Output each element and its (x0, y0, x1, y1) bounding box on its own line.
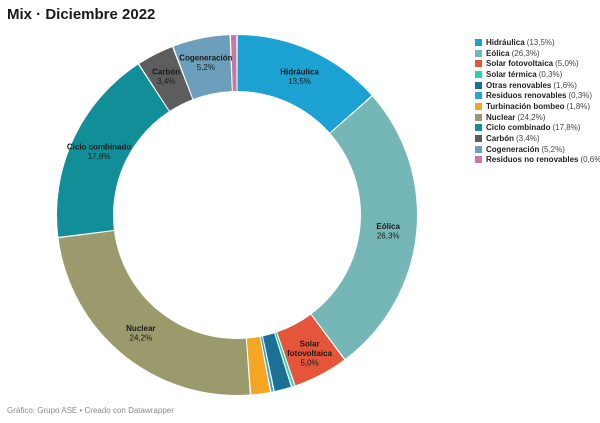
slice-6 (246, 336, 271, 395)
legend-label: Eólica (486, 48, 510, 58)
legend-swatch (475, 49, 482, 57)
legend-label: Solar térmica (486, 69, 537, 79)
slice-3 (275, 332, 295, 387)
legend-label: Residuos renovables (486, 91, 567, 101)
legend-swatch (475, 38, 482, 46)
credit-footer: Gráfico: Grupo ASE • Creado con Datawrap… (7, 406, 174, 415)
slice-label-1: Eólica 26,3% (376, 222, 400, 241)
legend-swatch (475, 124, 482, 132)
legend-label: Turbinación bombeo (486, 101, 565, 111)
legend-item-5: Residuos renovables (0,3%) (475, 90, 600, 101)
slice-7 (58, 231, 250, 395)
legend-swatch (475, 135, 482, 143)
slice-label-2: Solar fotovoltaica 5,0% (287, 340, 332, 368)
legend-swatch (475, 156, 482, 164)
legend-label: Nuclear (486, 112, 516, 122)
legend-item-6: Turbinación bombeo (1,8%) (475, 101, 600, 112)
legend-item-1: Eólica (26,3%) (475, 48, 600, 59)
legend-swatch (475, 145, 482, 153)
legend-swatch (475, 92, 482, 100)
slice-8 (57, 64, 169, 237)
legend-label: Ciclo combinado (486, 123, 551, 133)
legend-swatch (475, 70, 482, 78)
slice-label-9: Carbón 3,4% (152, 67, 180, 86)
legend-value: (3,4%) (516, 134, 540, 144)
legend-value: (26,3%) (511, 48, 540, 58)
slice-label-10: Cogeneración 5,2% (179, 53, 232, 71)
legend-value: (0,3%) (538, 69, 563, 79)
legend-swatch (475, 113, 482, 121)
legend-item-8: Ciclo combinado (17,8%) (475, 123, 600, 134)
slice-label-7: Nuclear 24,2% (126, 324, 155, 343)
slice-label-8: Ciclo combinado 17,8% (67, 142, 132, 161)
legend: Hidráulica (13,5%) Eólica (26,3%) Solar foto… (475, 37, 600, 165)
legend-label: Carbón (486, 134, 514, 144)
legend-item-10: Cogeneración (5,2%) (475, 144, 600, 155)
legend-item-0: Hidráulica (13,5%) (475, 37, 600, 48)
slice-4 (263, 333, 291, 391)
legend-value: (0,6%) (580, 155, 600, 165)
legend-item-3: Solar térmica (0,3%) (475, 69, 600, 80)
slice-5 (260, 336, 274, 392)
slice-2 (277, 314, 345, 386)
legend-swatch (475, 102, 482, 110)
legend-label: Residuos no renovables (486, 155, 579, 165)
legend-item-7: Nuclear (24,2%) (475, 112, 600, 123)
legend-value: (13,5%) (526, 37, 555, 47)
legend-value: (17,8%) (552, 123, 581, 133)
legend-swatch (475, 81, 482, 89)
slice-9 (139, 47, 193, 111)
legend-value: (24,2%) (517, 112, 546, 122)
legend-value: (5,2%) (541, 144, 565, 154)
legend-value: (1,6%) (553, 80, 577, 90)
slice-11 (230, 35, 237, 92)
slice-label-0: Hidráulica 13,5% (280, 68, 319, 87)
legend-label: Hidráulica (486, 37, 525, 47)
legend-value: (5,0%) (555, 59, 579, 69)
legend-label: Otras renovables (486, 80, 552, 90)
slice-10 (173, 35, 232, 99)
legend-item-4: Otras renovables (1,6%) (475, 80, 600, 91)
legend-label: Cogeneración (486, 144, 540, 154)
legend-label: Solar fotovoltaica (486, 59, 554, 69)
legend-value: (0,3%) (568, 91, 593, 101)
chart-title: Mix · Diciembre 2022 (7, 6, 156, 23)
slice-1 (311, 96, 417, 359)
slice-0 (237, 35, 372, 133)
legend-item-11: Residuos no renovables(0,6%) (475, 155, 600, 166)
legend-swatch (475, 60, 482, 68)
legend-item-2: Solar fotovoltaica (5,0%) (475, 58, 600, 69)
legend-item-9: Carbón (3,4%) (475, 133, 600, 144)
legend-value: (1,8%) (566, 101, 591, 111)
